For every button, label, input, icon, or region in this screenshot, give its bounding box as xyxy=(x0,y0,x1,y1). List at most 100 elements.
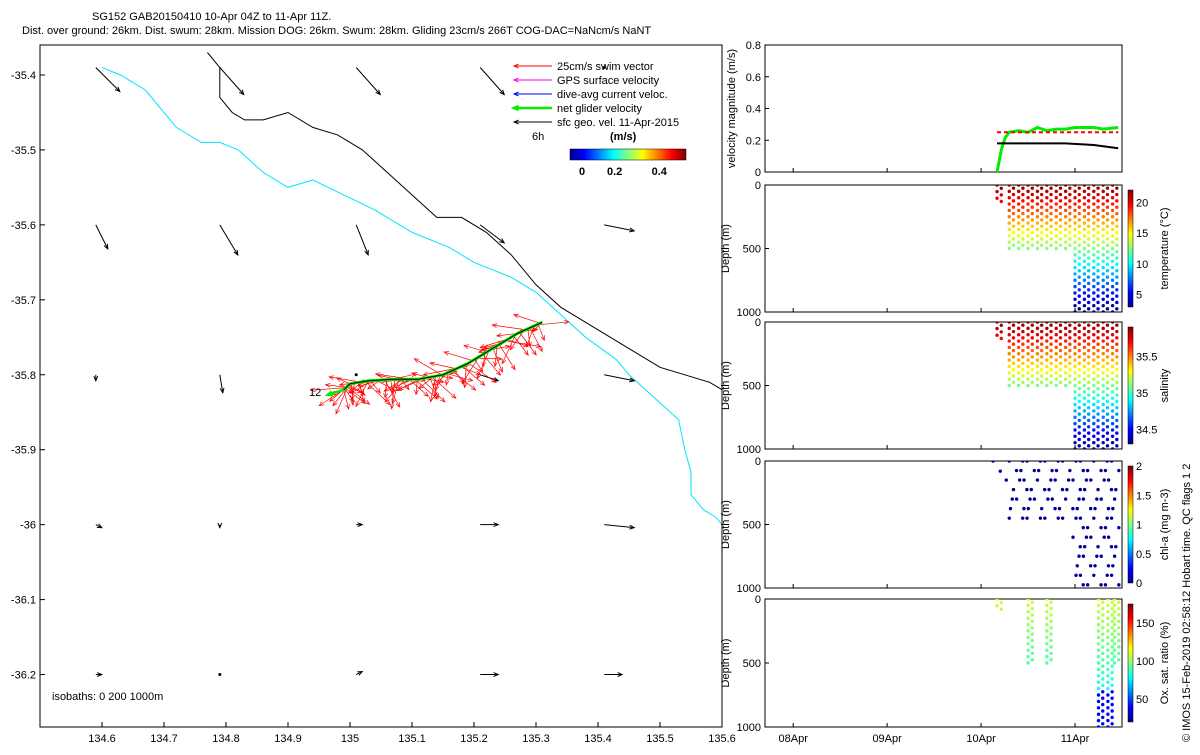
profile-point xyxy=(1085,525,1090,530)
profile-point xyxy=(1096,642,1101,646)
panel-content xyxy=(995,125,1119,172)
profile-point xyxy=(1110,702,1114,707)
profile-point xyxy=(1007,246,1011,251)
profile-point xyxy=(1063,196,1068,200)
profile-point xyxy=(1045,339,1049,343)
profile-point xyxy=(1082,189,1087,194)
swim-vector-head xyxy=(328,375,335,380)
isobath-0m xyxy=(101,67,722,525)
profile-point xyxy=(1049,323,1053,327)
profile-point xyxy=(1101,390,1105,394)
profile-point xyxy=(1082,415,1087,419)
panel-colorbar-label: temperature (°C) xyxy=(1159,207,1171,289)
profile-point xyxy=(1050,497,1054,501)
profile-point xyxy=(1073,189,1077,194)
profile-point xyxy=(1007,185,1011,187)
panel-y-tick-label: 0.6 xyxy=(746,72,761,84)
profile-point xyxy=(1106,693,1110,697)
profile-point xyxy=(1068,205,1072,209)
profile-point xyxy=(1011,192,1016,197)
swim-vector-shaft xyxy=(364,381,391,405)
time-axis-tick-label: 10Apr xyxy=(966,733,996,745)
profile-point xyxy=(1105,199,1110,203)
profile-point xyxy=(1030,336,1034,340)
profile-point xyxy=(1030,613,1034,617)
profile-point xyxy=(1082,310,1087,312)
profile-point xyxy=(1016,333,1021,337)
profile-point xyxy=(1117,606,1121,611)
profile-point xyxy=(1011,205,1016,209)
profile-point xyxy=(1074,516,1078,520)
profile-point xyxy=(1101,651,1105,656)
profile-point xyxy=(1016,377,1021,381)
profile-point xyxy=(1101,297,1105,301)
profile-point xyxy=(1096,262,1100,267)
swim-vector-shaft xyxy=(369,380,381,394)
profile-point xyxy=(1105,224,1110,228)
profile-point xyxy=(1063,358,1068,362)
profile-point xyxy=(1016,358,1021,362)
profile-point xyxy=(1019,468,1023,473)
profile-point xyxy=(1078,573,1083,577)
profile-point xyxy=(1077,256,1081,260)
profile-point xyxy=(1077,307,1081,311)
profile-point xyxy=(1101,683,1105,688)
swim-vector-head xyxy=(531,350,537,356)
swim-vector-head xyxy=(349,396,355,403)
colorbar-tick-label: 1.5 xyxy=(1136,490,1151,502)
profile-point xyxy=(1092,240,1096,244)
profile-point xyxy=(1092,383,1096,388)
colorbar-tick-label: 0 xyxy=(1136,578,1142,590)
profile-point xyxy=(1082,333,1087,337)
geo-vector-head xyxy=(103,243,109,251)
profile-point xyxy=(1101,447,1105,449)
profile-point xyxy=(1092,339,1096,343)
profile-point xyxy=(1115,406,1119,410)
profile-point xyxy=(1110,310,1115,312)
profile-point xyxy=(999,607,1003,611)
profile-point xyxy=(1026,202,1030,206)
swim-vector-shaft xyxy=(468,362,497,383)
profile-point xyxy=(1073,434,1077,438)
profile-point xyxy=(1073,326,1077,331)
swim-vector-head xyxy=(310,387,316,393)
swim-vector-head xyxy=(350,395,355,401)
profile-point xyxy=(1077,342,1081,346)
profile-point xyxy=(1092,440,1096,445)
swim-vector-head xyxy=(395,402,401,408)
profile-point xyxy=(1092,461,1096,463)
profile-point xyxy=(1068,468,1072,473)
profile-point xyxy=(1115,256,1119,260)
profile-point xyxy=(1111,564,1115,568)
profile-point xyxy=(1106,599,1110,601)
swim-vector-shaft xyxy=(505,340,541,347)
profile-point xyxy=(1086,348,1091,353)
profile-point xyxy=(1039,374,1044,378)
profile-point xyxy=(1110,664,1114,668)
legend-label: dive-avg current veloc. xyxy=(557,89,668,101)
profile-point xyxy=(1077,275,1081,279)
profile-point xyxy=(1021,243,1025,248)
profile-point xyxy=(1053,506,1057,511)
profile-point xyxy=(1105,288,1110,292)
profile-point xyxy=(1086,224,1091,228)
profile-point xyxy=(1077,386,1081,391)
profile-point xyxy=(1081,525,1085,530)
profile-point xyxy=(1114,487,1118,492)
profile-point xyxy=(1045,599,1049,601)
profile-point xyxy=(1077,230,1081,235)
profile-point xyxy=(1073,352,1077,356)
profile-point xyxy=(1007,234,1011,238)
profile-point xyxy=(1073,234,1077,238)
profile-point xyxy=(1101,345,1105,350)
profile-point xyxy=(999,600,1003,605)
profile-point xyxy=(1093,506,1097,511)
swim-vector-head xyxy=(481,361,486,368)
profile-point xyxy=(1115,367,1119,372)
profile-point xyxy=(1035,189,1040,194)
profile-point xyxy=(999,199,1003,204)
profile-point xyxy=(1096,393,1100,397)
profile-point xyxy=(1112,654,1117,659)
profile-point xyxy=(1073,246,1077,251)
profile-point xyxy=(1010,497,1014,501)
